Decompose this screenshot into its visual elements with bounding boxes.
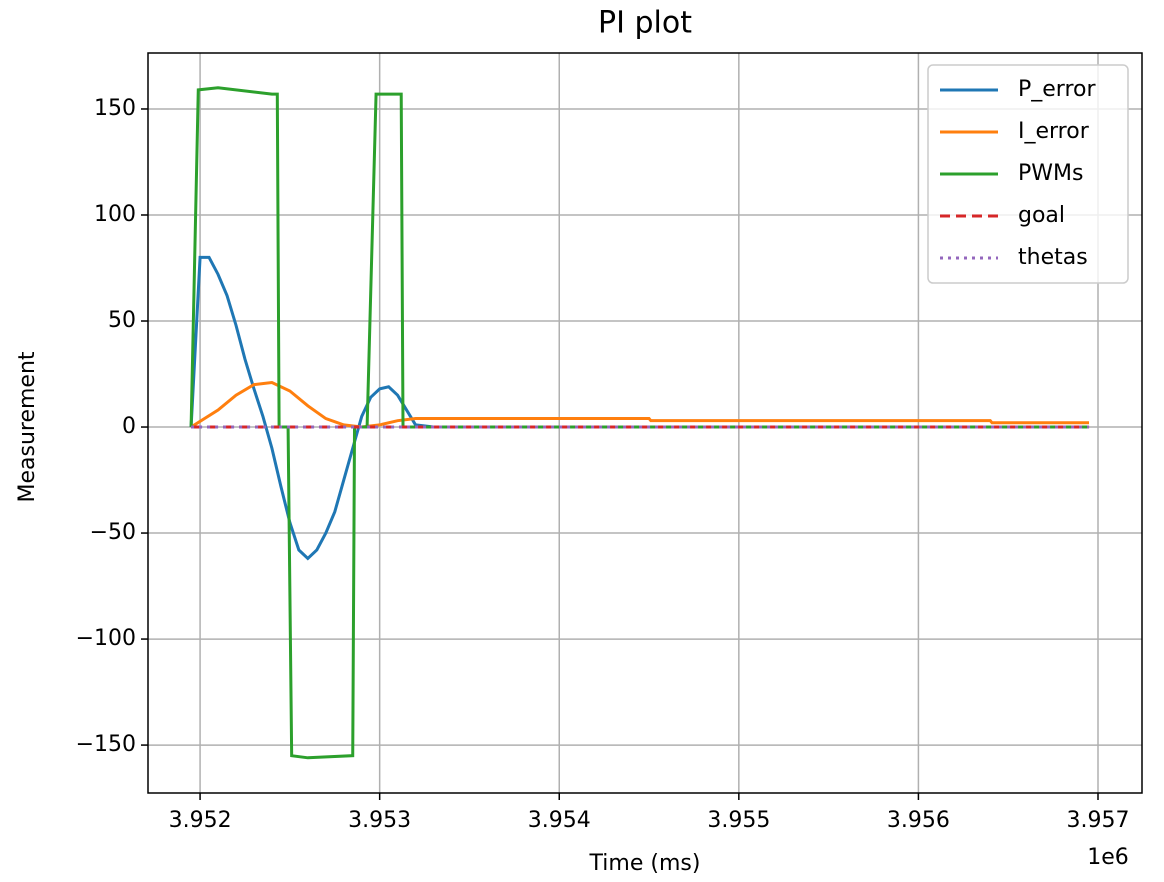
- y-axis-label: Measurement: [15, 351, 40, 502]
- y-tick-label: 50: [108, 308, 136, 333]
- x-tick-label: 3.956: [887, 808, 950, 833]
- y-tick-label: −100: [76, 626, 136, 651]
- y-tick-label: 100: [94, 202, 136, 227]
- legend-label: I_error: [1018, 119, 1090, 144]
- chart-title: PI plot: [598, 6, 692, 41]
- x-tick-label: 3.957: [1067, 808, 1130, 833]
- series-line: [190, 380, 1090, 429]
- y-tick-label: −50: [90, 520, 136, 545]
- legend-label: goal: [1018, 203, 1065, 228]
- y-tick-label: 0: [122, 414, 136, 439]
- legend-box: [927, 64, 1129, 284]
- y-tick-label: 150: [94, 96, 136, 121]
- x-axis-label: Time (ms): [589, 851, 701, 876]
- x-tick-label: 3.952: [169, 808, 232, 833]
- series-line: [189, 255, 1090, 561]
- y-tick-label: −150: [76, 732, 136, 757]
- legend-label: PWMs: [1018, 161, 1083, 186]
- plot-frame: [147, 52, 1143, 794]
- series-line: [189, 86, 1090, 760]
- x-tick-label: 3.955: [707, 808, 770, 833]
- x-tick-label: 3.953: [348, 808, 411, 833]
- legend-label: thetas: [1018, 245, 1088, 270]
- x-tick-label: 3.954: [528, 808, 591, 833]
- x-offset-label: 1e6: [1087, 845, 1129, 870]
- legend-label: P_error: [1018, 77, 1096, 102]
